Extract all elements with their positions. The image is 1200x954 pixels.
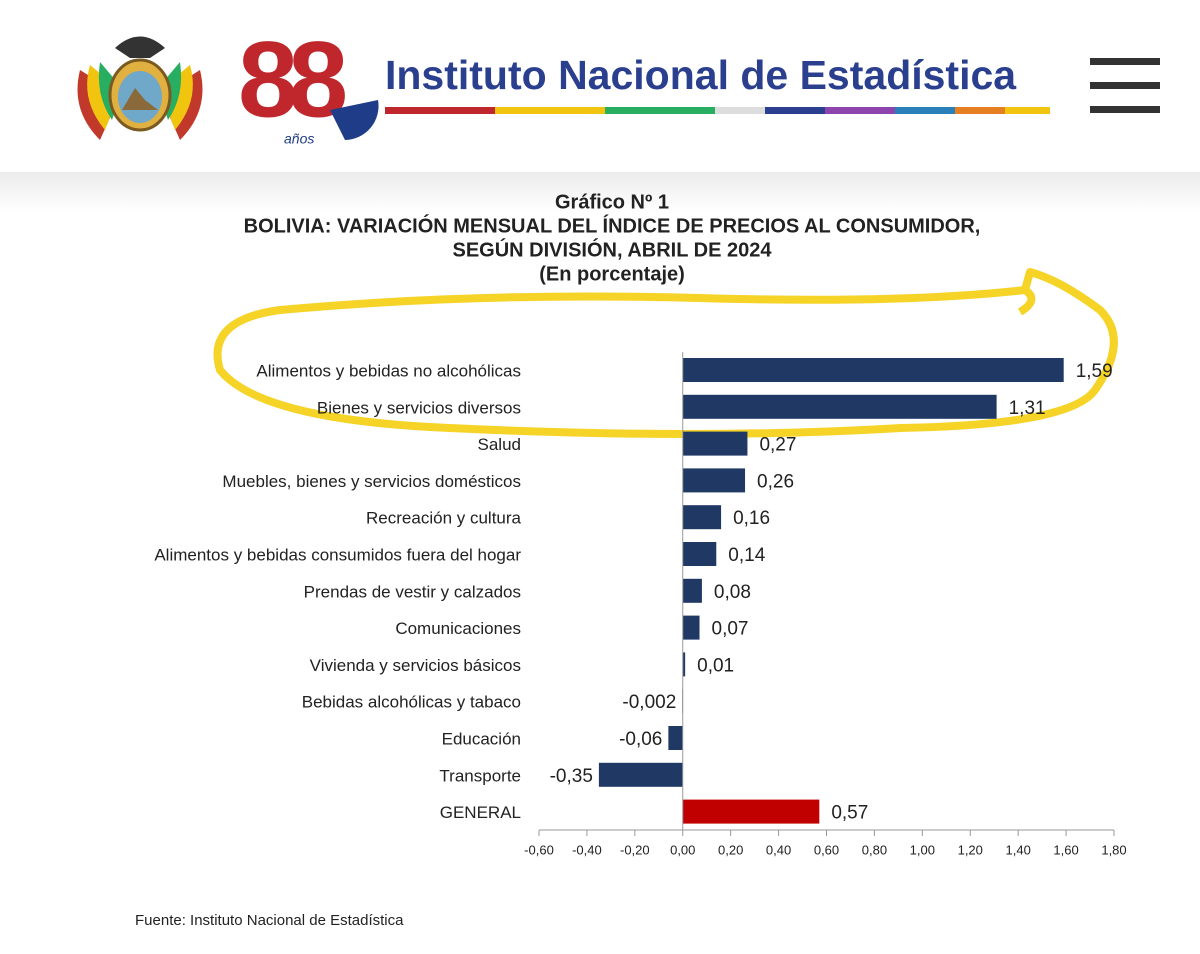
y-tick-label: Bienes y servicios diversos [317, 398, 521, 417]
bar [682, 615, 700, 640]
bar [682, 652, 686, 677]
data-label: 0,16 [733, 508, 770, 529]
data-label: -0,35 [550, 766, 593, 787]
institution-name: Instituto Nacional de Estadística [385, 52, 1017, 98]
bar [682, 468, 746, 493]
highlight-annotation [213, 268, 1118, 438]
data-label: 0,14 [728, 545, 765, 566]
data-label: 0,01 [697, 655, 734, 676]
data-label: 0,08 [714, 582, 751, 603]
bar [682, 542, 717, 566]
menu-button[interactable] [1090, 58, 1160, 113]
x-tick-label: 0,00 [670, 842, 695, 857]
x-tick-label: 0,60 [814, 842, 839, 857]
x-tick-label: 0,80 [862, 842, 887, 857]
x-tick-label: -0,60 [524, 842, 554, 857]
color-stripe [385, 107, 1050, 114]
bar [682, 578, 702, 603]
y-tick-label: Vivienda y servicios básicos [310, 656, 521, 675]
data-label: 0,07 [712, 619, 749, 640]
bar [682, 431, 748, 456]
logo-caption: años [284, 131, 314, 147]
y-tick-label: Muebles, bienes y servicios domésticos [222, 472, 521, 491]
y-tick-label: Alimentos y bebidas no alcohólicas [256, 361, 521, 380]
y-tick-label: Comunicaciones [395, 619, 521, 638]
x-tick-label: 0,40 [766, 842, 791, 857]
y-tick-label: Transporte [439, 766, 521, 785]
bar [682, 358, 1064, 382]
coat-of-arms [77, 36, 203, 140]
data-label: 0,27 [759, 435, 796, 456]
bar [682, 394, 997, 419]
y-tick-label: Recreación y cultura [366, 509, 522, 528]
source: Fuente: Instituto Nacional de Estadístic… [135, 912, 404, 929]
y-tick-label: Salud [478, 435, 521, 454]
y-tick-label: Bebidas alcohólicas y tabaco [302, 693, 521, 712]
data-label: -0,06 [619, 729, 662, 750]
y-tick-label: Alimentos y bebidas consumidos fuera del… [154, 545, 521, 564]
header-shadow [0, 172, 1200, 212]
x-tick-label: 1,60 [1053, 842, 1078, 857]
bar [598, 762, 683, 787]
y-tick-label: GENERAL [440, 803, 521, 822]
y-tick-label: Prendas de vestir y calzados [304, 582, 521, 601]
x-tick-label: 1,80 [1101, 842, 1126, 857]
anniversary-logo: 88 años [238, 19, 379, 147]
x-tick-label: -0,40 [572, 842, 602, 857]
bar [682, 505, 722, 530]
chart-title: Gráfico Nº 1 [555, 191, 669, 213]
x-tick-label: 1,40 [1006, 842, 1031, 857]
bar [668, 726, 683, 750]
y-tick-label: Educación [442, 729, 521, 748]
data-label: -0,002 [622, 692, 676, 713]
data-label: 1,59 [1076, 361, 1113, 382]
data-label: 0,57 [831, 803, 868, 824]
x-tick-label: 0,20 [718, 842, 743, 857]
data-label: 0,26 [757, 471, 794, 492]
x-tick-label: 1,00 [910, 842, 935, 857]
chart-title: (En porcentaje) [539, 263, 685, 285]
x-tick-label: 1,20 [958, 842, 983, 857]
x-tick-label: -0,20 [620, 842, 650, 857]
chart-title: SEGÚN DIVISIÓN, ABRIL DE 2024 [453, 237, 773, 261]
logo-number: 88 [238, 19, 345, 140]
data-label: 1,31 [1009, 398, 1046, 419]
bar [682, 799, 820, 824]
chart-title: BOLIVIA: VARIACIÓN MENSUAL DEL ÍNDICE DE… [244, 213, 981, 237]
